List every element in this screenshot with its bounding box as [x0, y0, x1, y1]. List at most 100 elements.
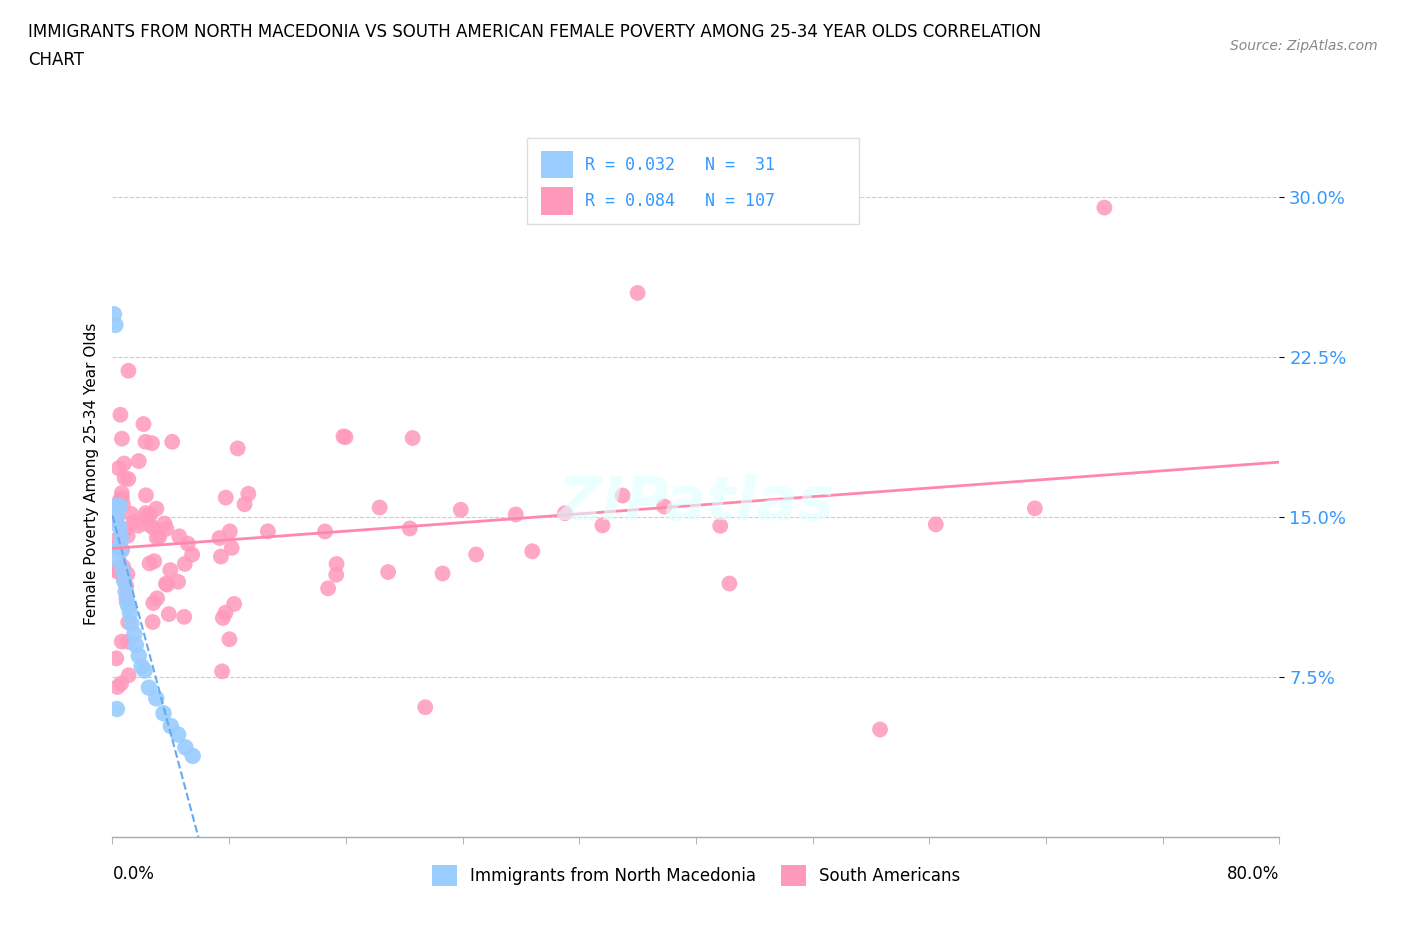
- Point: [226, 441, 249, 456]
- Point: [118, 605, 141, 620]
- Point: [103, 533, 125, 548]
- Point: [117, 615, 139, 630]
- Point: [107, 541, 129, 556]
- Point: [450, 502, 472, 517]
- Point: [173, 556, 195, 571]
- Point: [627, 286, 650, 300]
- Point: [107, 680, 129, 695]
- Point: [114, 584, 136, 599]
- Point: [104, 317, 127, 332]
- Bar: [541, 151, 574, 179]
- Point: [120, 617, 142, 631]
- Point: [214, 605, 236, 620]
- Point: [143, 554, 166, 569]
- Point: [325, 556, 347, 571]
- Point: [718, 576, 741, 591]
- Point: [1094, 200, 1116, 215]
- Point: [505, 507, 527, 522]
- Point: [377, 565, 399, 579]
- Point: [115, 591, 138, 605]
- Point: [112, 560, 135, 575]
- Point: [110, 541, 132, 556]
- Point: [105, 498, 128, 513]
- Point: [111, 498, 134, 512]
- Point: [104, 498, 127, 513]
- Point: [115, 522, 138, 537]
- Point: [108, 520, 131, 535]
- Point: [432, 566, 454, 581]
- Point: [215, 490, 238, 505]
- Point: [111, 543, 134, 558]
- Point: [238, 486, 260, 501]
- Point: [401, 431, 423, 445]
- Point: [111, 563, 134, 578]
- Point: [208, 530, 231, 545]
- Text: ZIPatlas: ZIPatlas: [557, 473, 835, 533]
- Point: [117, 566, 139, 581]
- Point: [146, 591, 169, 605]
- Point: [368, 500, 391, 515]
- Point: [181, 749, 204, 764]
- Point: [209, 549, 232, 564]
- Point: [112, 570, 135, 585]
- Point: [257, 524, 280, 538]
- Text: 0.0%: 0.0%: [112, 865, 155, 883]
- Point: [145, 501, 167, 516]
- Point: [107, 552, 129, 567]
- Point: [105, 512, 128, 527]
- Point: [125, 638, 148, 653]
- Point: [869, 722, 891, 737]
- Point: [212, 610, 235, 625]
- Point: [142, 595, 165, 610]
- Text: IMMIGRANTS FROM NORTH MACEDONIA VS SOUTH AMERICAN FEMALE POVERTY AMONG 25-34 YEA: IMMIGRANTS FROM NORTH MACEDONIA VS SOUTH…: [28, 23, 1042, 41]
- Point: [138, 517, 160, 532]
- Point: [314, 524, 336, 538]
- Point: [167, 529, 190, 544]
- Point: [111, 432, 134, 446]
- Point: [413, 699, 436, 714]
- Point: [142, 520, 165, 535]
- Point: [325, 567, 347, 582]
- Point: [110, 407, 132, 422]
- Point: [114, 471, 136, 485]
- Point: [174, 740, 197, 755]
- Point: [131, 658, 153, 673]
- Y-axis label: Female Poverty Among 25-34 Year Olds: Female Poverty Among 25-34 Year Olds: [83, 323, 98, 626]
- Point: [122, 514, 145, 529]
- Point: [134, 663, 156, 678]
- Text: R = 0.084   N = 107: R = 0.084 N = 107: [585, 192, 775, 210]
- Point: [159, 563, 181, 578]
- Point: [316, 581, 339, 596]
- Point: [124, 627, 146, 642]
- Point: [591, 518, 613, 533]
- Point: [117, 528, 139, 543]
- Point: [135, 506, 157, 521]
- Point: [117, 668, 139, 683]
- Point: [141, 436, 163, 451]
- Point: [108, 564, 131, 578]
- Point: [110, 529, 132, 544]
- Point: [173, 609, 195, 624]
- Point: [335, 430, 357, 445]
- Point: [332, 429, 354, 444]
- Point: [155, 577, 177, 591]
- Point: [148, 529, 170, 544]
- Point: [522, 544, 544, 559]
- Point: [612, 488, 634, 503]
- Point: [128, 518, 150, 533]
- Point: [135, 488, 157, 503]
- Point: [211, 664, 233, 679]
- Text: 80.0%: 80.0%: [1227, 865, 1279, 883]
- Point: [112, 574, 135, 589]
- Point: [155, 522, 177, 537]
- Point: [107, 565, 129, 579]
- Point: [145, 530, 167, 545]
- Legend: Immigrants from North Macedonia, South Americans: Immigrants from North Macedonia, South A…: [423, 857, 969, 894]
- Point: [233, 497, 256, 512]
- Text: R = 0.032   N =  31: R = 0.032 N = 31: [585, 155, 775, 174]
- Point: [111, 485, 134, 500]
- Point: [177, 537, 200, 551]
- Point: [120, 506, 142, 521]
- Point: [162, 434, 184, 449]
- Point: [117, 599, 139, 614]
